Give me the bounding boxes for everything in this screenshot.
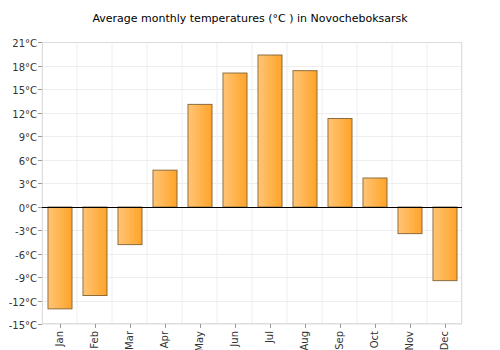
y-tick-label: 15°C <box>12 85 37 96</box>
bar <box>258 55 282 207</box>
grid-line <box>42 183 462 184</box>
bar-shine <box>84 208 107 296</box>
bar <box>118 207 142 245</box>
y-tick <box>38 324 42 325</box>
bar <box>328 118 352 207</box>
x-tick <box>305 324 306 328</box>
grid-line <box>42 136 462 137</box>
bar <box>48 207 72 309</box>
y-tick-label: 12°C <box>12 109 37 120</box>
title: Average monthly temperatures (°C ) in No… <box>92 12 408 25</box>
bar-shine <box>399 208 422 234</box>
bar <box>83 207 107 296</box>
y-tick-label: 6°C <box>19 156 37 167</box>
x-tick <box>445 324 446 328</box>
bar <box>398 207 422 234</box>
bar <box>188 104 212 207</box>
bars <box>48 55 457 309</box>
bar-shine <box>364 179 387 207</box>
chart-container: Average monthly temperatures (°C ) in No… <box>0 0 500 350</box>
y-tick-label: 0°C <box>19 203 37 214</box>
x-tick-label: Dec <box>439 331 450 350</box>
x-tick <box>340 324 341 328</box>
x-tick-label: Feb <box>89 331 100 349</box>
x-tick <box>235 324 236 328</box>
y-tick-label: 3°C <box>19 179 37 190</box>
zero-line <box>42 207 462 208</box>
x-tick <box>165 324 166 328</box>
y-tick <box>38 66 42 67</box>
y-tick-label: -15°C <box>9 320 37 331</box>
chart: Average monthly temperatures (°C ) in No… <box>0 0 500 350</box>
x-tick-label: Jan <box>54 331 65 347</box>
y-tick <box>38 254 42 255</box>
y-tick <box>38 230 42 231</box>
y-tick-label: 18°C <box>12 62 37 73</box>
x-tick-label: May <box>194 331 205 350</box>
grid-line <box>42 160 462 161</box>
y-tick-label: -3°C <box>15 226 37 237</box>
y-tick-label: 21°C <box>12 38 37 49</box>
grid-line <box>42 113 462 114</box>
y-tick <box>38 89 42 90</box>
bar <box>293 71 317 207</box>
bar <box>363 178 387 207</box>
plot-frame <box>43 43 462 324</box>
y-tick <box>38 113 42 114</box>
x-tick-label: Oct <box>369 331 380 348</box>
x-tick <box>270 324 271 328</box>
y-tick <box>38 301 42 302</box>
grid-line <box>42 89 462 90</box>
bar-shine <box>119 208 142 245</box>
y-tick <box>38 42 42 43</box>
x-tick <box>95 324 96 328</box>
x-tick <box>375 324 376 328</box>
bar-shine <box>434 208 457 281</box>
y-tick <box>38 183 42 184</box>
bar <box>433 207 457 281</box>
x-tick <box>130 324 131 328</box>
x-tick <box>200 324 201 328</box>
x-tick-label: Aug <box>299 331 310 350</box>
y-tick-label: -9°C <box>15 273 37 284</box>
bar-shine <box>189 105 212 207</box>
y-tick <box>38 277 42 278</box>
x-tick-label: Apr <box>159 330 170 348</box>
y-tick <box>38 136 42 137</box>
x-tick-label: Jul <box>264 331 275 344</box>
bar-shine <box>224 74 247 207</box>
grid-line <box>42 324 462 325</box>
y-tick <box>38 160 42 161</box>
grid-line <box>42 66 462 67</box>
x-tick-label: Jun <box>229 331 240 348</box>
bar-shine <box>259 56 282 207</box>
x-tick-label: Mar <box>124 330 135 350</box>
x-tick-label: Sep <box>334 331 345 350</box>
bar-shine <box>329 119 352 207</box>
bar-shine <box>49 208 72 309</box>
x-tick <box>410 324 411 328</box>
bar-shine <box>154 171 177 207</box>
y-tick <box>38 207 42 208</box>
bar <box>223 73 247 207</box>
x-tick-label: Nov <box>404 331 415 350</box>
x-tick <box>60 324 61 328</box>
grid-line <box>42 207 462 208</box>
grid-line <box>42 301 462 302</box>
bar <box>153 170 177 207</box>
bar-shine <box>294 71 317 206</box>
y-tick-label: -6°C <box>15 250 37 261</box>
y-tick-label: -12°C <box>9 297 37 308</box>
y-tick-label: 9°C <box>19 132 37 143</box>
